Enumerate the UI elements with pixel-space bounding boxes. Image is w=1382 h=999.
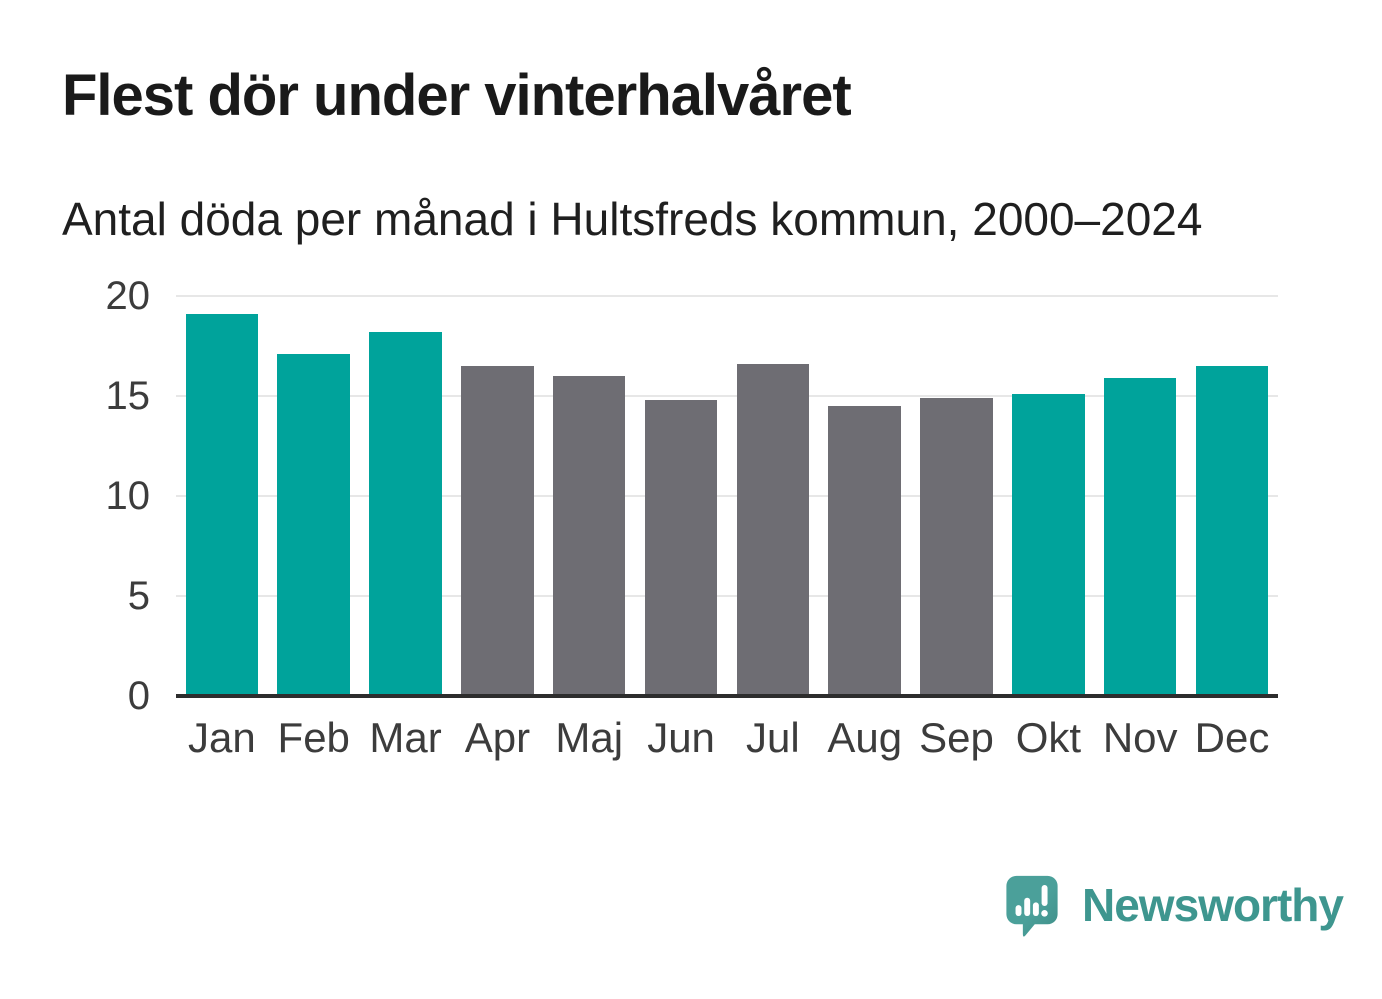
newsworthy-logo: Newsworthy: [1004, 874, 1344, 938]
x-axis-line: [176, 694, 1278, 698]
bar-okt: [1012, 394, 1085, 696]
y-tick-label-5: 5: [127, 574, 150, 618]
bar-apr: [461, 366, 534, 696]
y-tick-label-15: 15: [105, 374, 151, 418]
bar-slot-okt: [1002, 296, 1094, 696]
bar-maj: [552, 376, 626, 696]
bar-slot-jan: [176, 296, 268, 696]
bar-slot-apr: [451, 296, 543, 696]
chart-title: Flest dör under vinterhalvåret: [62, 63, 852, 128]
plot-area: [176, 295, 1278, 698]
x-tick-label-dec: Dec: [1194, 714, 1270, 761]
chart-subtitle: Antal döda per månad i Hultsfreds kommun…: [62, 193, 1203, 245]
gridline-15: [176, 395, 1278, 397]
bars: [176, 296, 1278, 696]
x-tick-label-aug: Aug: [827, 714, 903, 761]
y-tick-label-10: 10: [105, 474, 151, 518]
bar-jan: [185, 314, 259, 696]
x-tick-label-sep: Sep: [919, 714, 994, 761]
x-tick-label-feb: Feb: [277, 714, 350, 761]
newsworthy-speech-bubble-bar-chart-icon: [1006, 875, 1058, 937]
gridline-5: [176, 595, 1278, 597]
bar-slot-maj: [543, 296, 635, 696]
x-tick-label-apr: Apr: [464, 714, 531, 761]
bar-mar: [369, 332, 442, 696]
gridline-20: [176, 295, 1278, 297]
x-tick-label-jan: Jan: [188, 714, 256, 761]
bar-nov: [1103, 378, 1177, 696]
bar-sep: [920, 398, 993, 696]
brand-name: Newsworthy: [1082, 879, 1344, 931]
x-tick-label-jun: Jun: [647, 714, 715, 761]
bar-slot-sep: [911, 296, 1003, 696]
bar-aug: [828, 406, 901, 696]
bar-slot-feb: [268, 296, 360, 696]
bar-slot-jul: [727, 296, 819, 696]
y-tick-label-0: 0: [127, 674, 150, 718]
x-tick-label-mar: Mar: [369, 714, 442, 761]
x-tick-label-maj: Maj: [555, 714, 624, 761]
x-axis: Jan Feb Mar Apr Maj Jun Jul Aug Sep Okt Nov Dec: [176, 714, 1278, 762]
bar-dec: [1195, 366, 1269, 696]
bar-jul: [736, 364, 810, 696]
x-tick-label-nov: Nov: [1102, 714, 1178, 761]
y-axis: 20 15 10 5 0: [70, 276, 151, 716]
y-tick-label-20: 20: [105, 274, 151, 318]
bar-feb: [277, 354, 350, 696]
bar-slot-dec: [1186, 296, 1278, 696]
bar-slot-nov: [1094, 296, 1186, 696]
bar-slot-aug: [819, 296, 911, 696]
bar-slot-mar: [360, 296, 452, 696]
gridline-10: [176, 495, 1278, 497]
x-tick-label-jul: Jul: [746, 714, 800, 761]
bar-jun: [644, 400, 718, 696]
bar-slot-jun: [635, 296, 727, 696]
x-tick-label-okt: Okt: [1015, 714, 1082, 761]
